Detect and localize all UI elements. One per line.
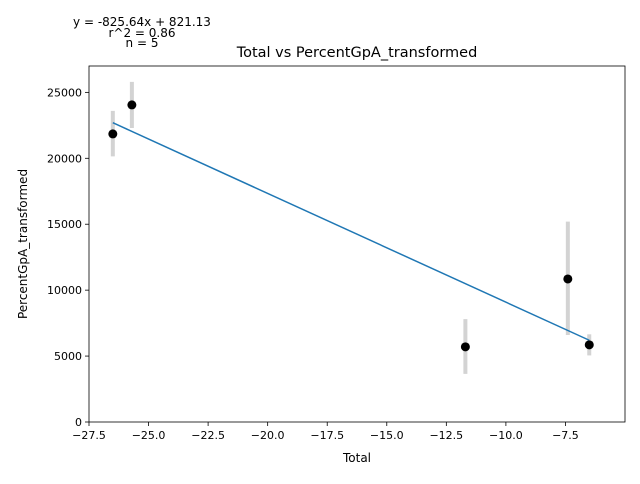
x-tick-label-4: −17.5 — [310, 429, 344, 442]
x-axis-label: Total — [342, 451, 371, 465]
x-tick-label-7: −10.0 — [489, 429, 523, 442]
x-tick-label-3: −20.0 — [251, 429, 285, 442]
data-point-0 — [108, 129, 118, 139]
y-tick-label-0: 0 — [75, 416, 82, 429]
x-tick-label-0: −27.5 — [72, 429, 106, 442]
x-tick-label-2: −22.5 — [191, 429, 225, 442]
x-tick-label-8: −7.5 — [552, 429, 579, 442]
data-point-1 — [127, 100, 137, 110]
x-tick-label-6: −12.5 — [429, 429, 463, 442]
x-tick-label-5: −15.0 — [370, 429, 404, 442]
plot-area — [89, 66, 625, 422]
r2-annotation: r^2 = 0.86 — [108, 26, 175, 40]
n-annotation: n = 5 — [126, 36, 159, 50]
data-point-4 — [584, 340, 594, 350]
data-point-3 — [563, 274, 573, 284]
y-tick-label-3: 15000 — [47, 218, 82, 231]
data-point-2 — [460, 342, 470, 352]
y-axis-label: PercentGpA_transformed — [16, 169, 30, 319]
y-tick-label-5: 25000 — [47, 86, 82, 99]
equation-annotation: y = -825.64x + 821.13 — [73, 15, 211, 29]
y-tick-label-1: 5000 — [54, 350, 82, 363]
y-tick-label-2: 10000 — [47, 284, 82, 297]
fit-line — [112, 122, 590, 341]
x-tick-label-1: −25.0 — [132, 429, 166, 442]
plot-frame — [88, 65, 626, 423]
y-tick-label-4: 20000 — [47, 152, 82, 165]
chart-title: Total vs PercentGpA_transformed — [236, 45, 478, 61]
